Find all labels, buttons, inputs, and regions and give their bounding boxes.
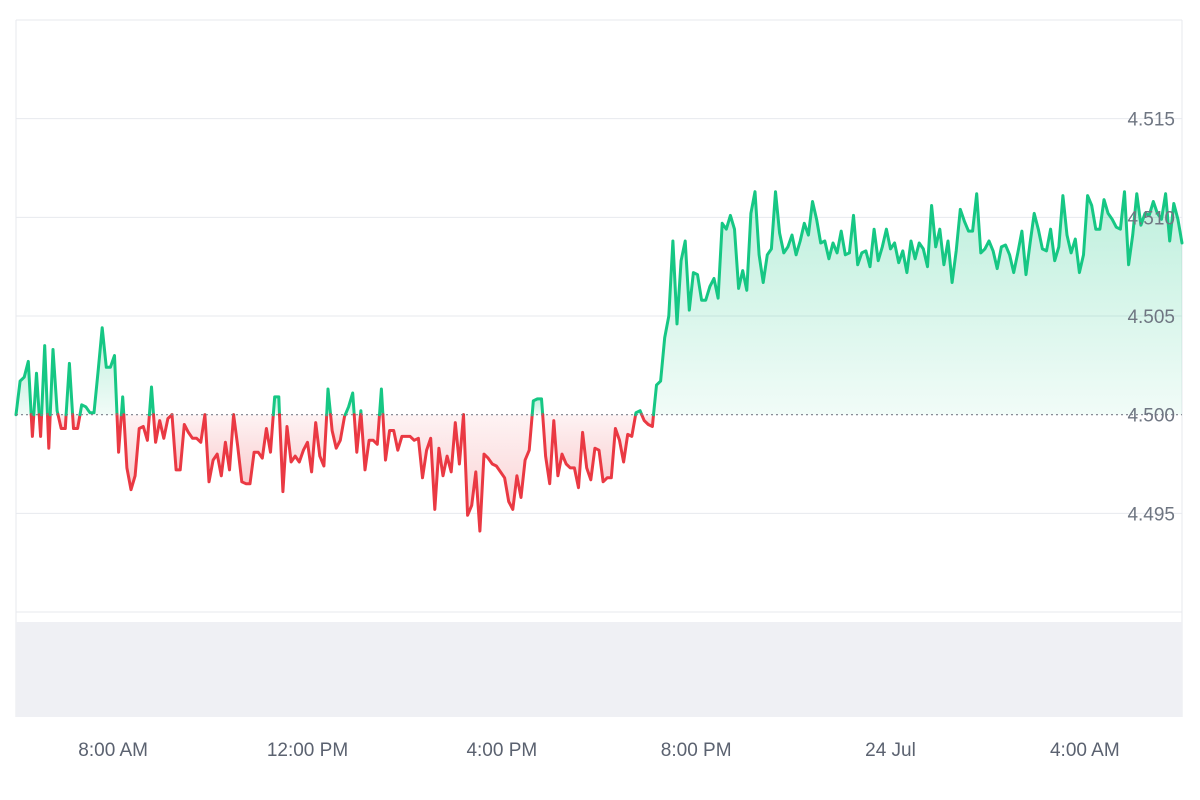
y-tick-label: 4.515 (1127, 110, 1175, 131)
area-above-baseline (532, 398, 543, 415)
price-line-down (152, 413, 174, 444)
price-line-down (640, 413, 655, 428)
price-line-down (462, 413, 534, 533)
x-tick-label: 8:00 AM (78, 740, 148, 761)
price-line-up (78, 326, 119, 417)
area-above-baseline (653, 191, 1182, 415)
price-line-down (541, 413, 638, 490)
price-line-down (71, 413, 82, 430)
price-line-down (37, 413, 44, 438)
price-line-down (352, 413, 362, 454)
price-lines (14, 190, 1184, 533)
y-axis-labels: 4.495 4.500 4.505 4.510 4.515 (1127, 110, 1175, 526)
area-below-baseline (279, 414, 327, 492)
area-below-baseline (641, 414, 654, 427)
area-fills (16, 191, 1182, 532)
gridlines (15, 19, 1183, 717)
y-tick-label: 4.505 (1127, 307, 1175, 328)
area-above-baseline (16, 361, 32, 415)
price-line-up (378, 387, 385, 417)
price-line-up (147, 385, 155, 417)
x-tick-label: 24 Jul (865, 740, 916, 761)
price-line-up (64, 361, 75, 417)
price-line-down (232, 413, 275, 486)
price-line-down (29, 413, 36, 438)
x-tick-label: 8:00 PM (661, 740, 732, 761)
x-tick-label: 12:00 PM (267, 740, 348, 761)
price-line-up (48, 348, 60, 417)
area-below-baseline (382, 414, 464, 510)
y-tick-label: 4.495 (1127, 504, 1175, 525)
price-line-up (32, 371, 41, 417)
price-line-down (46, 413, 52, 450)
volume-panel (16, 622, 1182, 717)
price-line-up (40, 344, 49, 417)
price-line-down (170, 413, 207, 472)
price-line-down (329, 413, 347, 450)
x-tick-label: 4:00 PM (466, 740, 537, 761)
price-line-down (115, 413, 123, 454)
volume-area (16, 622, 1182, 717)
area-below-baseline (233, 414, 274, 484)
price-line-up (343, 391, 356, 417)
price-line-up (271, 395, 281, 417)
price-line-up (530, 397, 545, 417)
price-line-down (359, 413, 381, 472)
price-line-down (122, 413, 151, 492)
x-axis-labels: 8:00 AM 12:00 PM 4:00 PM 8:00 PM 24 Jul 4:00 … (78, 740, 1119, 761)
price-line-down (381, 413, 465, 511)
price-line-down (278, 413, 329, 494)
y-tick-label: 4.510 (1127, 208, 1175, 229)
price-line-up (634, 409, 644, 417)
price-line-up (325, 387, 333, 417)
price-line-down (203, 413, 236, 484)
price-line-down (56, 413, 68, 430)
price-line-up (119, 395, 126, 417)
area-below-baseline (542, 414, 636, 488)
price-line-up (14, 359, 33, 417)
x-tick-label: 4:00 AM (1050, 740, 1120, 761)
price-line-up (652, 190, 1184, 417)
y-tick-label: 4.500 (1127, 406, 1175, 427)
